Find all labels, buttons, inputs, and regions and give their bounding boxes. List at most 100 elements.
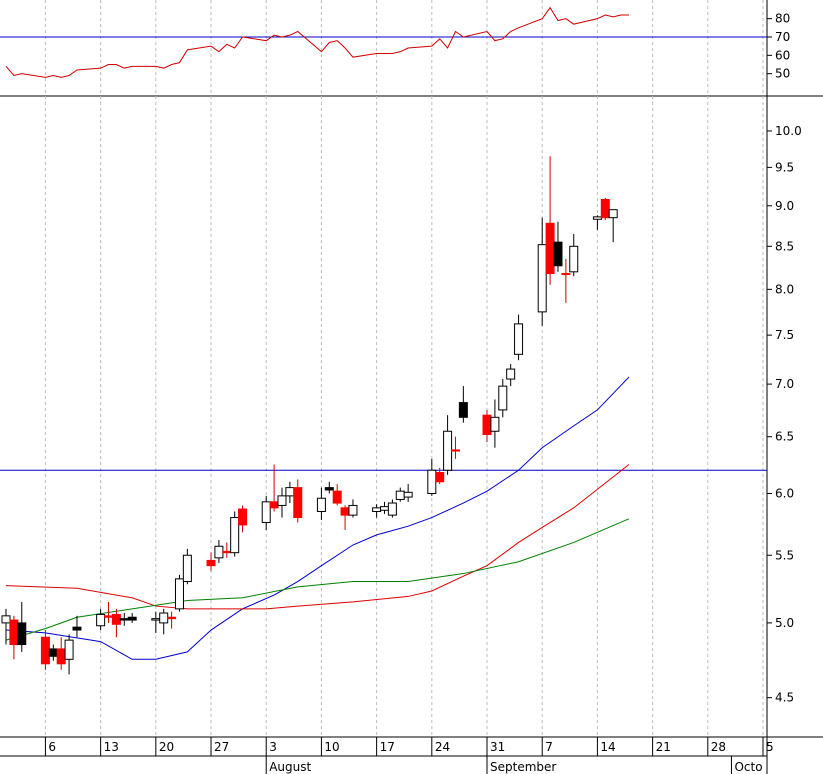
candle [348,499,358,518]
candle-body [159,612,169,624]
candle-body [56,648,66,665]
price-tick-label: 7.5 [775,328,794,342]
candle [569,233,579,277]
candle-body [269,501,279,509]
candle [167,611,177,629]
candle-body [174,578,184,610]
candle [238,505,248,533]
x-tick-label: 5 [766,740,774,754]
candle-body [482,414,492,436]
candle-body [450,449,460,452]
month-label: August [269,760,311,774]
candle-body [316,497,326,512]
candle [261,495,271,530]
candle-body [443,430,453,471]
candle [490,399,500,448]
candle [553,221,563,272]
candle-body [324,487,334,491]
indicator-tick-label: 50 [775,67,790,81]
price-tick-label: 8.0 [775,282,794,296]
candle-body [293,487,303,519]
candle-body [167,616,177,620]
x-tick-label: 31 [490,740,505,754]
price-tick-label: 5.5 [775,548,794,562]
candle-body [592,216,602,220]
candle-body [514,323,524,355]
price-tick-label: 6.0 [775,487,794,501]
candle [506,364,516,387]
candle-body [182,554,192,583]
candle [561,258,571,303]
price-tick-label: 10.0 [775,124,802,138]
candle [277,487,287,518]
candle-body [608,209,618,219]
candle [608,209,618,243]
candle-body [40,636,50,665]
indicator-tick-label: 60 [775,48,790,62]
candle-body [111,613,121,625]
candle [206,552,216,571]
candle [64,634,74,675]
candle-body [600,198,610,219]
candle-body [435,472,445,483]
price-tick-label: 5.0 [775,616,794,630]
candle-body [427,469,437,495]
candle-body [569,245,579,273]
candle [174,574,184,612]
candle [450,436,460,459]
candle [498,379,508,418]
x-tick-label: 6 [48,740,56,754]
candle-body [545,222,555,275]
candle-body [553,241,563,267]
candle [435,467,445,485]
x-tick-label: 13 [104,740,119,754]
candle-body [340,507,350,516]
candle [324,481,334,494]
candle [72,615,82,638]
candle-body [119,618,129,621]
candle-body [561,273,571,276]
candle-body [277,495,287,506]
price-tick-label: 9.0 [775,199,794,213]
candle-body [348,504,358,516]
x-tick-label: 17 [380,740,395,754]
candle-body [48,648,58,657]
candle-body [506,368,516,380]
candle-body [96,613,106,627]
candle [293,479,303,523]
candle-body [127,616,137,621]
candle [96,608,106,631]
candle [316,487,326,521]
candle-body [490,416,500,432]
x-tick-label: 14 [600,740,615,754]
candle-body [206,559,216,567]
candle [514,314,524,361]
candle [458,386,468,423]
x-tick-label: 28 [711,740,726,754]
candle-body [72,626,82,631]
candle-body [64,639,74,660]
indicator-tick-label: 70 [775,30,790,44]
candle [403,484,413,502]
candle-body [261,501,271,523]
candle [537,217,547,326]
candle [332,484,342,506]
moving-average-line [5,376,630,660]
candle-body [238,508,248,526]
x-tick-label: 7 [545,740,553,754]
candle-body [17,622,27,646]
candle-body [9,619,19,646]
x-tick-label: 27 [214,740,229,754]
candle [230,511,240,557]
candle [182,548,192,585]
candle [127,613,137,623]
candle-body [1,615,11,624]
indicator-line [5,6,629,78]
candle-body [104,615,114,618]
x-tick-label: 21 [656,740,671,754]
candle-body [222,550,232,554]
candle-body [403,491,413,498]
price-tick-label: 7.0 [775,377,794,391]
